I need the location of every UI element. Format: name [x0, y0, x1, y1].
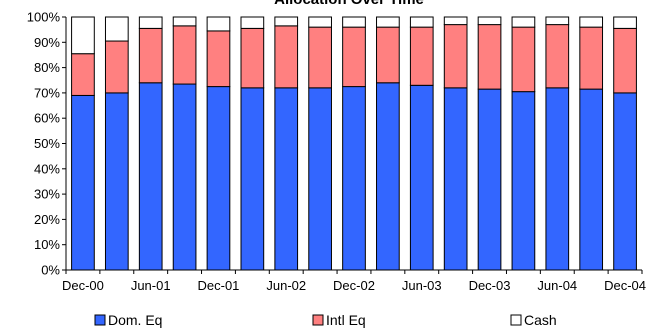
bar-segment-dom-eq-13	[511, 91, 536, 271]
y-tick-label: 70%	[34, 85, 60, 100]
bar-segment-cash-14	[545, 16, 570, 26]
bar-segment-dom-eq-2	[138, 82, 163, 271]
bar-segment-intl-eq-4	[206, 30, 231, 88]
x-tick-label: Jun-04	[537, 278, 577, 293]
bar-segment-intl-eq-1	[104, 40, 129, 94]
bar-segment-cash-8	[342, 16, 366, 28]
y-tick-label: 60%	[34, 111, 60, 126]
bar-segment-cash-4	[206, 16, 231, 32]
x-tick-label: Dec-03	[469, 278, 511, 293]
bar-segment-dom-eq-14	[545, 87, 570, 271]
y-tick-label: 50%	[34, 136, 60, 151]
y-tick-label: 0%	[41, 263, 60, 278]
bar-segment-intl-eq-14	[545, 24, 570, 89]
bar-segment-intl-eq-7	[308, 26, 332, 89]
bar-segment-dom-eq-7	[308, 87, 332, 271]
y-tick-label: 40%	[34, 161, 60, 176]
bar-segment-intl-eq-3	[172, 25, 197, 85]
bar-segment-dom-eq-6	[274, 87, 299, 271]
bar-segment-intl-eq-12	[477, 24, 502, 90]
bar-segment-cash-15	[579, 16, 604, 28]
bar-segment-cash-5	[240, 16, 265, 29]
bar-segment-intl-eq-15	[579, 26, 604, 90]
legend-label: Dom. Eq	[108, 312, 162, 328]
bar-segment-cash-13	[511, 16, 536, 28]
bar-segment-cash-1	[104, 16, 129, 42]
x-tick-label: Jun-03	[402, 278, 442, 293]
bar-segment-cash-12	[477, 16, 502, 26]
legend-item-dom-eq: Dom. Eq	[94, 312, 162, 328]
bar-segment-cash-0	[71, 16, 95, 55]
bar-segment-dom-eq-4	[206, 86, 231, 271]
bar-segment-intl-eq-8	[342, 26, 366, 88]
x-tick-label: Jun-01	[131, 278, 171, 293]
bar-segment-intl-eq-5	[240, 27, 265, 89]
legend-item-intl-eq: Intl Eq	[312, 312, 366, 328]
bar-segment-intl-eq-13	[511, 26, 536, 93]
x-tick-label: Dec-02	[333, 278, 375, 293]
y-tick-label: 100%	[27, 10, 61, 25]
chart-title: Allocation Over Time	[274, 0, 424, 8]
legend-item-cash: Cash	[510, 312, 557, 328]
bar-segment-dom-eq-16	[613, 92, 637, 271]
bar-segment-intl-eq-11	[443, 24, 468, 89]
bar-segment-intl-eq-10	[409, 26, 434, 86]
bar-segment-dom-eq-8	[342, 86, 366, 271]
y-tick-label: 30%	[34, 187, 60, 202]
bar-segment-cash-11	[443, 16, 468, 26]
bar-segment-dom-eq-9	[376, 82, 400, 271]
y-tick-label: 10%	[34, 237, 60, 252]
y-tick-label: 80%	[34, 60, 60, 75]
bar-segment-cash-10	[409, 16, 434, 28]
bar-segment-intl-eq-6	[274, 25, 299, 89]
bar-segment-dom-eq-15	[579, 88, 604, 271]
bar-segment-cash-3	[172, 16, 197, 27]
bar-segment-cash-6	[274, 16, 299, 27]
x-tick-label: Dec-00	[62, 278, 104, 293]
bar-segment-dom-eq-3	[172, 83, 197, 271]
x-tick-label: Dec-01	[198, 278, 240, 293]
legend-label: Cash	[524, 312, 557, 328]
bar-segment-dom-eq-10	[409, 84, 434, 271]
bar-segment-dom-eq-11	[443, 87, 468, 271]
y-tick-label: 90%	[34, 35, 60, 50]
bar-segment-dom-eq-0	[71, 94, 95, 271]
bar-segment-dom-eq-1	[104, 92, 129, 271]
bar-segment-intl-eq-0	[71, 53, 95, 96]
y-tick-label: 20%	[34, 212, 60, 227]
bar-segment-cash-7	[308, 16, 332, 28]
legend-swatch	[510, 314, 522, 326]
legend-swatch	[94, 314, 106, 326]
legend-label: Intl Eq	[326, 312, 366, 328]
bar-segment-cash-9	[376, 16, 400, 28]
x-tick-label: Jun-02	[266, 278, 306, 293]
bar-segment-dom-eq-12	[477, 88, 502, 271]
legend-swatch	[312, 314, 324, 326]
bar-segment-intl-eq-2	[138, 27, 163, 84]
bar-segment-cash-16	[613, 16, 637, 29]
bar-segment-dom-eq-5	[240, 87, 265, 271]
bar-segment-cash-2	[138, 16, 163, 29]
bar-segment-intl-eq-9	[376, 26, 400, 84]
bar-segment-intl-eq-16	[613, 27, 637, 94]
x-tick-label: Dec-04	[604, 278, 646, 293]
bars-group	[71, 16, 637, 271]
